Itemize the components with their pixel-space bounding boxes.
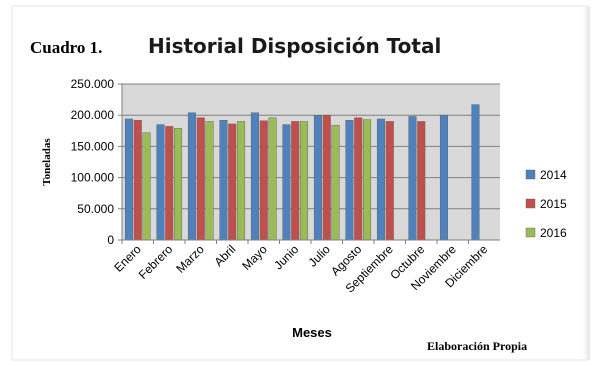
legend-label: 2015 <box>540 197 567 211</box>
bar-2016-agosto <box>363 119 372 241</box>
plot-area <box>122 84 500 240</box>
y-tick-label: 0 <box>107 233 114 247</box>
bar-2015-abril <box>228 123 237 241</box>
chart-title: Historial Disposición Total <box>148 34 441 58</box>
bar-2014-diciembre <box>471 104 480 241</box>
bar-2014-junio <box>282 124 291 241</box>
bar-2016-enero <box>142 132 151 241</box>
bar-2014-marzo <box>187 112 196 241</box>
legend-swatch <box>525 198 536 209</box>
bar-2015-enero <box>133 119 142 241</box>
bar-2014-septiembre <box>376 118 385 241</box>
legend-label: 2014 <box>540 168 567 182</box>
bar-2015-julio <box>322 114 331 241</box>
legend: 2014 2015 2016 <box>525 168 567 240</box>
y-tick-label: 200.000 <box>71 108 115 122</box>
bar-2014-abril <box>219 119 228 241</box>
y-tick-label: 150.000 <box>71 139 115 153</box>
legend-label: 2016 <box>540 226 567 240</box>
y-axis-label: Toneladas <box>41 138 53 186</box>
legend-swatch <box>525 169 536 180</box>
bar-2014-agosto <box>345 119 354 241</box>
bar-2016-abril <box>237 121 246 241</box>
bar-2016-mayo <box>268 117 277 241</box>
bar-2014-enero <box>124 118 133 241</box>
caption-prefix: Cuadro 1. <box>30 38 102 57</box>
bar-2015-mayo <box>259 120 268 241</box>
bar-2015-junio <box>291 121 300 241</box>
chart-frame-shadow <box>520 6 590 360</box>
bar-2015-octubre <box>417 121 426 241</box>
bar-2015-marzo <box>196 117 205 241</box>
bar-2015-septiembre <box>385 121 394 241</box>
y-axis-ticks: 0 50.000 100.000 150.000 200.000 250.000 <box>71 77 122 247</box>
bar-2014-julio <box>313 114 322 241</box>
source-note: Elaboración Propia <box>427 339 527 353</box>
legend-swatch <box>525 227 536 238</box>
bar-2014-octubre <box>408 116 417 241</box>
bar-2016-julio <box>331 124 340 241</box>
y-tick-label: 250.000 <box>71 77 115 91</box>
bar-2015-febrero <box>165 126 174 241</box>
y-tick-label: 100.000 <box>71 171 115 185</box>
bar-2014-noviembre <box>439 114 448 241</box>
bar-2016-febrero <box>174 128 183 241</box>
gridlines <box>122 83 500 210</box>
bars <box>124 104 480 241</box>
bar-2015-agosto <box>354 117 363 241</box>
x-axis-label: Meses <box>292 325 332 340</box>
y-tick-label: 50.000 <box>77 202 114 216</box>
bar-2014-mayo <box>250 112 259 241</box>
bar-2016-junio <box>300 121 309 241</box>
bar-2014-febrero <box>156 124 165 241</box>
bar-2016-marzo <box>205 121 214 241</box>
